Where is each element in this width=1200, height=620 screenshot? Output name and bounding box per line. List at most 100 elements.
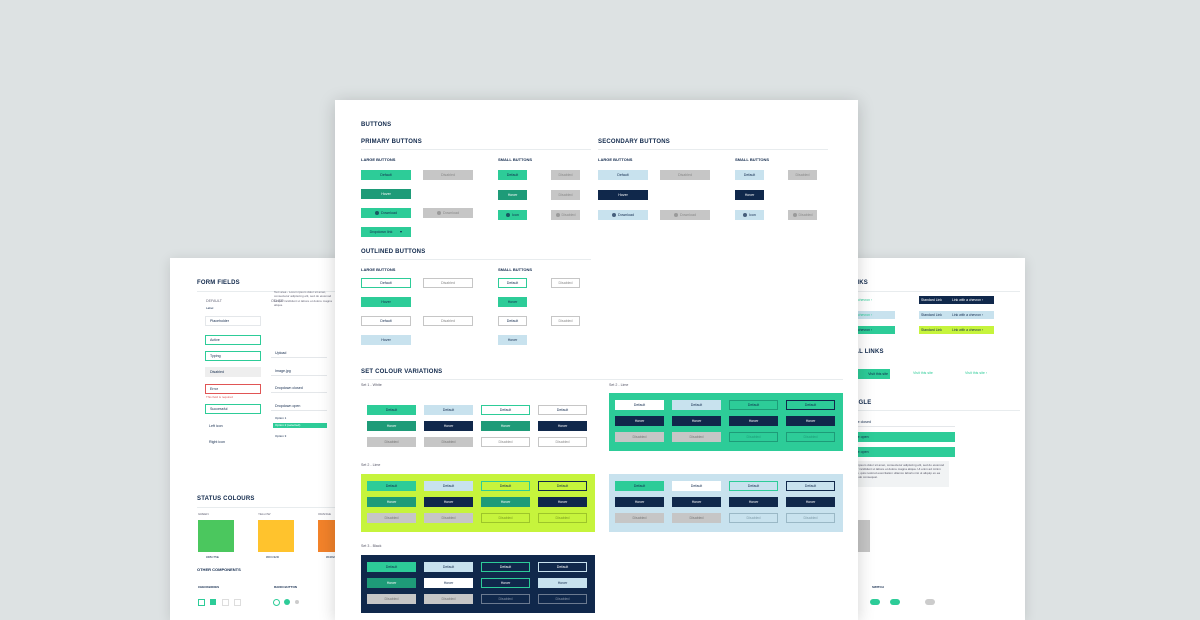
button[interactable]: Disabled — [786, 432, 835, 442]
button[interactable]: Hover — [786, 416, 835, 426]
button[interactable]: Default — [498, 278, 527, 288]
button[interactable]: Default — [367, 405, 416, 415]
input[interactable]: Typing — [205, 351, 261, 361]
button[interactable]: Hover — [361, 297, 411, 307]
button[interactable]: Hover — [361, 189, 411, 199]
checkbox[interactable] — [198, 599, 205, 606]
button[interactable]: Disabled — [423, 316, 473, 326]
option[interactable]: Option 1 — [275, 416, 287, 420]
button[interactable]: Disabled — [551, 278, 580, 288]
button[interactable]: Icon — [498, 210, 527, 220]
button[interactable]: Default — [538, 562, 587, 572]
button[interactable]: Disabled — [551, 190, 580, 200]
input[interactable]: Placeholder — [205, 316, 261, 326]
button[interactable]: Hover — [729, 416, 778, 426]
link-box[interactable]: Link with a chevron › — [950, 311, 994, 319]
checkbox[interactable] — [210, 599, 216, 605]
button[interactable]: Disabled — [615, 513, 664, 523]
input[interactable]: Successful — [205, 404, 261, 414]
button[interactable]: Download — [423, 208, 473, 218]
button[interactable]: Disabled — [786, 513, 835, 523]
button[interactable]: Disabled — [367, 437, 416, 447]
button[interactable]: Default — [498, 170, 527, 180]
checkbox[interactable] — [234, 599, 241, 606]
button[interactable]: Download — [660, 210, 710, 220]
input[interactable]: Upload — [271, 348, 327, 358]
button[interactable]: Hover — [498, 297, 527, 307]
button[interactable]: Hover — [367, 421, 416, 431]
button[interactable]: Download — [361, 208, 411, 218]
button[interactable]: Hover — [424, 578, 473, 588]
link-box[interactable]: Standard Link — [919, 296, 951, 304]
input[interactable]: Error — [205, 384, 261, 394]
input[interactable]: Active — [205, 335, 261, 345]
button[interactable]: Hover — [481, 578, 530, 588]
checkbox[interactable] — [222, 599, 229, 606]
link-box[interactable]: Standard Link — [919, 326, 951, 334]
toggle[interactable]: Toggle open — [825, 447, 955, 457]
button[interactable]: Hover — [361, 335, 411, 345]
button[interactable]: Disabled — [551, 316, 580, 326]
button[interactable]: Default — [361, 278, 411, 288]
button[interactable]: Disabled — [538, 594, 587, 604]
button[interactable]: Hover — [598, 190, 648, 200]
option[interactable]: Option 2 (selected) — [273, 423, 327, 428]
link[interactable]: Visit this site › — [965, 371, 988, 375]
button[interactable]: Disabled — [423, 170, 473, 180]
button[interactable]: Default — [786, 400, 835, 410]
button[interactable]: Default — [735, 170, 764, 180]
button[interactable]: Disabled — [729, 432, 778, 442]
input[interactable]: Left icon — [205, 421, 261, 431]
button[interactable]: Hover — [615, 416, 664, 426]
button[interactable]: Default — [615, 481, 664, 491]
button[interactable]: Default — [481, 481, 530, 491]
button[interactable]: Disabled — [481, 513, 530, 523]
button[interactable]: Hover — [615, 497, 664, 507]
button[interactable]: Default — [729, 481, 778, 491]
button[interactable]: Disabled — [672, 513, 721, 523]
link-box[interactable]: Link with a chevron › — [950, 296, 994, 304]
dropdown[interactable]: Dropdown open — [271, 401, 327, 411]
button[interactable]: Hover — [672, 497, 721, 507]
textarea[interactable]: Text area - Lorem ipsum dolor sit amet, … — [274, 290, 332, 308]
button[interactable]: Download — [598, 210, 648, 220]
button[interactable]: Disabled — [424, 437, 473, 447]
button[interactable]: Default — [424, 405, 473, 415]
button[interactable]: Disabled — [672, 432, 721, 442]
button[interactable]: Default — [672, 481, 721, 491]
button[interactable]: Default — [424, 562, 473, 572]
toggle[interactable]: Toggle open — [825, 432, 955, 442]
link[interactable]: Visit this site — [913, 371, 933, 375]
button[interactable]: Hover — [538, 497, 587, 507]
button[interactable]: Hover — [538, 421, 587, 431]
button[interactable]: Default — [367, 481, 416, 491]
button[interactable]: Default — [615, 400, 664, 410]
link-button[interactable]: Visit this site — [833, 369, 890, 379]
button[interactable]: Disabled — [551, 170, 580, 180]
input[interactable]: Image.jpg — [271, 366, 327, 376]
button[interactable]: Disabled — [423, 278, 473, 288]
button[interactable]: Disabled — [538, 437, 587, 447]
button[interactable]: Default — [481, 562, 530, 572]
switch[interactable] — [925, 599, 935, 605]
button[interactable]: Hover — [498, 190, 527, 200]
button[interactable]: Default — [672, 400, 721, 410]
link-box[interactable]: Standard Link — [919, 311, 951, 319]
button[interactable]: Disabled — [481, 437, 530, 447]
button[interactable]: Hover — [481, 421, 530, 431]
button[interactable]: Disabled — [660, 170, 710, 180]
button[interactable]: Disabled — [367, 513, 416, 523]
button[interactable]: Disabled — [424, 513, 473, 523]
button[interactable]: Disabled — [551, 210, 580, 220]
button[interactable]: Hover — [367, 578, 416, 588]
button[interactable]: Disabled — [538, 513, 587, 523]
button[interactable]: Disabled — [729, 513, 778, 523]
radio[interactable] — [273, 599, 280, 606]
button[interactable]: Hover — [424, 421, 473, 431]
button[interactable]: Default — [498, 316, 527, 326]
button[interactable]: Dropdown link — [361, 227, 411, 237]
radio[interactable] — [284, 599, 290, 605]
switch[interactable] — [870, 599, 880, 605]
button[interactable]: Default — [538, 481, 587, 491]
button[interactable]: Disabled — [788, 170, 817, 180]
